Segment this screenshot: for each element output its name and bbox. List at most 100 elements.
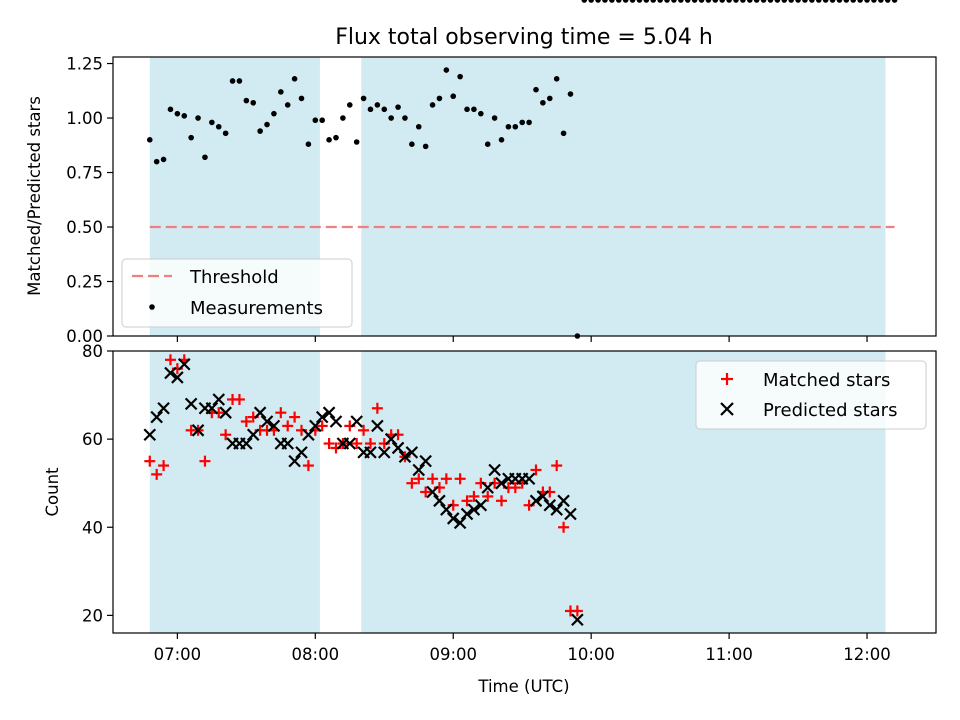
measurement-point <box>802 0 808 3</box>
predicted-star-point <box>440 503 453 516</box>
matched-star-point <box>530 464 542 476</box>
bottom-y-axis: 20 40 60 80 <box>82 342 113 625</box>
measurement-point <box>788 0 794 3</box>
y-tick-label: 0.50 <box>66 218 103 237</box>
measurement-point <box>291 75 298 82</box>
measurement-point <box>367 106 374 113</box>
measurement-point <box>540 99 546 106</box>
bottom-x-axis: 07:00 08:00 09:00 10:00 11:00 12:00 <box>154 633 891 664</box>
measurement-point <box>153 158 160 165</box>
top-axes-frame <box>112 56 937 337</box>
predicted-star-point <box>157 402 170 415</box>
measurement-point <box>712 0 719 3</box>
predicted-star-point <box>329 415 343 428</box>
measurement-point <box>484 141 491 147</box>
predicted-star-point <box>467 503 481 516</box>
measurement-point <box>436 95 443 102</box>
predicted-star-point <box>177 357 191 371</box>
measurement-point <box>181 113 188 119</box>
measurement-point <box>850 0 857 3</box>
measurement-point <box>664 0 670 3</box>
measurement-point <box>415 123 422 130</box>
measurement-point <box>864 0 870 3</box>
measurement-point <box>429 102 436 108</box>
shaded-span <box>149 351 320 633</box>
measurement-point <box>588 0 594 3</box>
predicted-star-point <box>536 490 550 503</box>
predicted-star-point <box>184 397 198 411</box>
measurement-point <box>360 95 367 102</box>
matched-star-point <box>323 438 335 450</box>
measurement-point <box>160 156 167 163</box>
predicted-star-point <box>453 516 467 530</box>
measurement-point <box>312 117 319 124</box>
measurement-point <box>671 0 677 3</box>
predicted-star-point <box>212 393 226 406</box>
measurement-point <box>209 119 215 126</box>
measurement-point <box>505 123 512 130</box>
predicted-star-point <box>288 454 301 468</box>
matched-star-point <box>420 486 432 498</box>
measurement-point <box>795 0 801 3</box>
measurement-point <box>719 0 726 3</box>
measurement-point <box>643 0 650 3</box>
measurement-point <box>422 143 429 150</box>
measurement-point <box>691 0 698 3</box>
measurement-point <box>553 75 560 82</box>
matched-star-point <box>358 424 370 436</box>
measurement-point <box>512 123 519 130</box>
measurement-point <box>884 0 891 3</box>
measurement-point <box>622 0 629 3</box>
measurement-point <box>188 134 194 141</box>
measurement-point <box>402 115 408 121</box>
measurement-point <box>836 0 843 3</box>
x-tick-label: 12:00 <box>843 645 891 664</box>
measurement-point <box>264 121 270 128</box>
matched-star-point <box>406 477 418 489</box>
predicted-star-point <box>412 463 426 477</box>
y-tick-label: 40 <box>82 518 103 537</box>
measurement-point <box>740 0 746 3</box>
chart-title: Flux total observing time = 5.04 h <box>335 25 713 50</box>
matched-star-point <box>427 473 439 485</box>
measurement-point <box>374 102 381 108</box>
measurement-point <box>822 0 829 3</box>
matched-star-point <box>151 468 163 480</box>
measurement-point <box>546 95 553 102</box>
predicted-star-point <box>433 494 446 508</box>
predicted-star-point <box>315 410 329 424</box>
measurement-point <box>733 0 739 3</box>
measurement-point <box>450 93 457 100</box>
measurement-point <box>243 97 250 104</box>
measurement-point <box>746 0 753 3</box>
x-axis-label: Time (UTC) <box>477 677 569 696</box>
matched-star-point <box>282 420 294 432</box>
predicted-star-point <box>260 415 274 428</box>
measurement-point <box>353 139 360 145</box>
measurement-point <box>222 130 229 137</box>
predicted-star-point <box>302 428 315 441</box>
matched-star-point <box>316 420 328 432</box>
shaded-span <box>361 57 886 336</box>
predicted-star-point <box>405 446 419 459</box>
y-tick-label: 1.00 <box>66 109 103 128</box>
measurement-point <box>636 0 643 3</box>
predicted-star-point <box>488 463 501 477</box>
matched-star-point <box>571 605 583 617</box>
predicted-star-point <box>150 410 163 424</box>
predicted-star-point <box>322 406 336 419</box>
measurement-point <box>174 110 181 117</box>
top-shaded-spans <box>149 57 886 336</box>
predicted-star-point <box>391 441 405 455</box>
top-y-axis: 0.00 0.25 0.50 0.75 1.00 1.25 <box>66 55 113 346</box>
measurement-point <box>333 134 339 141</box>
measurement-point <box>581 0 588 3</box>
measurement-point <box>340 115 346 121</box>
top-legend: Threshold Measurements <box>121 258 353 328</box>
x-tick-label: 08:00 <box>292 645 340 664</box>
predicted-star-point <box>205 402 219 415</box>
predicted-star-point <box>384 432 398 446</box>
legend-matched-swatch <box>721 373 733 385</box>
measurement-point <box>381 106 388 113</box>
